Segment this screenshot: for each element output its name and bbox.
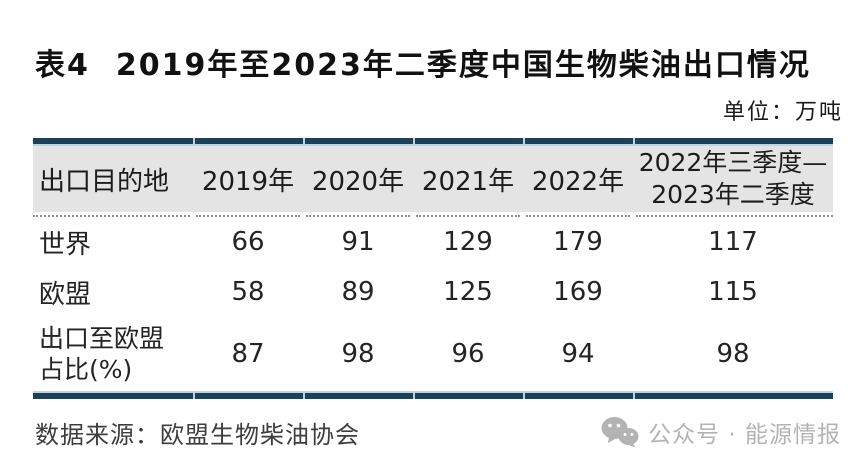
row-label-eu: 欧盟: [39, 279, 92, 310]
cell-eu-2019: 58: [231, 277, 265, 307]
rule-segment: [193, 138, 303, 144]
cell-share-2020: 98: [341, 339, 375, 369]
column-header-2022q3-2023q2: 2022年三季度— 2023年二季度: [633, 147, 833, 211]
table-row-world: 世界 66 91 129 179 117: [33, 217, 833, 267]
cell-world-2021: 129: [443, 227, 493, 257]
column-header-2021: 2021年: [421, 166, 515, 197]
watermark-text: 公众号 · 能源情报: [648, 422, 841, 448]
table-row-eu-share: 出口至欧盟 占比(%) 87 98 96 94 98: [33, 317, 833, 391]
rule-segment: [193, 393, 303, 399]
rule-segment: [633, 138, 833, 144]
row-label-eu-share: 出口至欧盟 占比(%): [33, 323, 193, 386]
unit-label: 单位：万吨: [722, 100, 843, 125]
column-header-destination: 出口目的地: [39, 166, 170, 197]
wechat-icon: [601, 417, 639, 448]
column-header-line1: 2022年三季度—: [638, 148, 828, 177]
watermark: 公众号 · 能源情报: [601, 415, 841, 449]
cell-share-2019: 87: [231, 339, 265, 369]
cell-share-2022: 94: [561, 339, 595, 369]
divider-segment: [416, 215, 520, 217]
divider-segment: [636, 215, 833, 217]
cell-share-2021: 96: [451, 339, 485, 369]
column-header-2020: 2020年: [311, 166, 405, 197]
rule-segment: [413, 393, 523, 399]
divider-segment: [33, 215, 190, 217]
cell-share-2022q3-2023q2: 98: [716, 339, 750, 369]
divider-segment: [196, 215, 300, 217]
table-number-label: 表4: [35, 48, 90, 83]
table-bottom-rule: [33, 393, 833, 399]
cell-world-2022: 179: [553, 227, 603, 257]
cell-eu-2020: 89: [341, 277, 375, 307]
table-title: 表4 2019年至2023年二季度中国生物柴油出口情况: [35, 40, 811, 84]
cell-eu-2021: 125: [443, 277, 493, 307]
table-header-row: 出口目的地 2019年 2020年 2021年 2022年 2022年三季度— …: [33, 146, 833, 212]
column-header-line2: 2023年二季度: [651, 180, 815, 209]
header-divider-dotted: [33, 215, 833, 217]
divider-segment: [306, 215, 410, 217]
column-header-2019: 2019年: [201, 166, 295, 197]
bottom-rule-accent-line: [33, 391, 833, 393]
row-label-line1: 出口至欧盟: [39, 323, 165, 353]
rule-segment: [523, 393, 633, 399]
data-table: 出口目的地 2019年 2020年 2021年 2022年 2022年三季度— …: [33, 138, 833, 399]
rule-segment: [303, 138, 413, 144]
cell-eu-2022q3-2023q2: 115: [708, 277, 758, 307]
footer: 数据来源：欧盟生物柴油协会 公众号 · 能源情报: [35, 410, 841, 454]
divider-segment: [526, 215, 630, 217]
row-label-world: 世界: [39, 229, 92, 260]
cell-eu-2022: 169: [553, 277, 603, 307]
column-header-2022: 2022年: [531, 166, 625, 197]
rule-segment: [303, 393, 413, 399]
cell-world-2019: 66: [231, 227, 265, 257]
rule-segment: [633, 393, 833, 399]
cell-world-2020: 91: [341, 227, 375, 257]
top-rule-accent-line: [33, 144, 833, 146]
rule-segment: [33, 393, 193, 399]
data-source-label: 数据来源：欧盟生物柴油协会: [35, 420, 360, 449]
row-label-line2: 占比(%): [39, 355, 133, 384]
table-title-text: 2019年至2023年二季度中国生物柴油出口情况: [115, 48, 811, 83]
rule-segment: [413, 138, 523, 144]
table-row-eu: 欧盟 58 89 125 169 115: [33, 267, 833, 317]
cell-world-2022q3-2023q2: 117: [708, 227, 758, 257]
rule-segment: [523, 138, 633, 144]
table-top-rule: [33, 138, 833, 144]
rule-segment: [33, 138, 193, 144]
